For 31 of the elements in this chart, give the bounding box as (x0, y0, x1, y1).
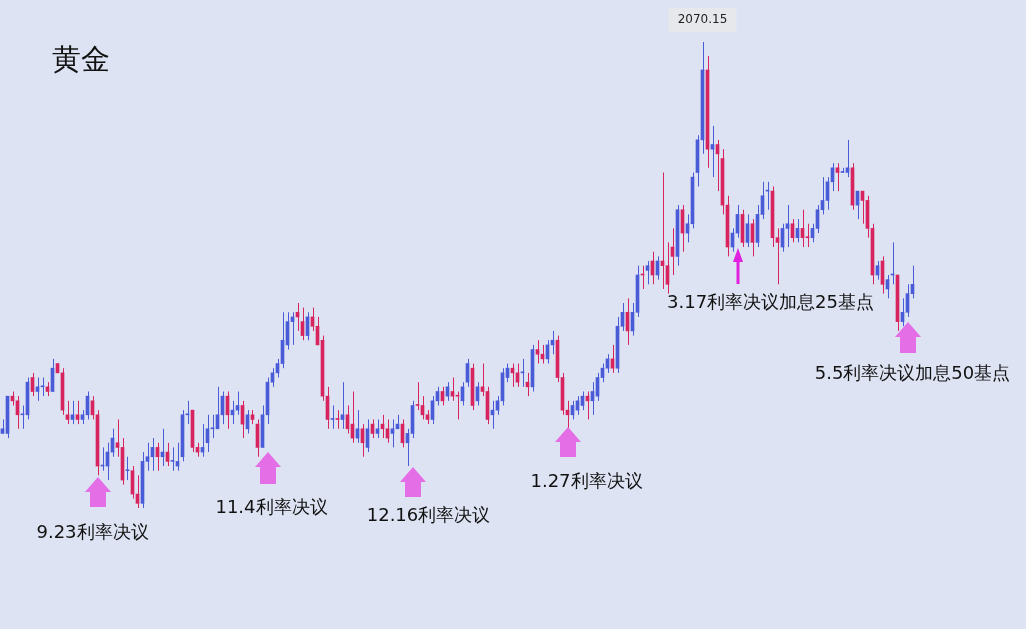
candlestick (145, 442, 150, 472)
candlestick (785, 204, 790, 248)
candlestick (805, 223, 810, 248)
candlestick (125, 456, 130, 481)
candlestick (535, 339, 540, 365)
candlestick (170, 446, 175, 472)
candlestick (710, 125, 715, 178)
candlestick (335, 409, 340, 430)
candlestick (340, 381, 345, 430)
annotation: 1.27利率决议 (530, 469, 643, 493)
candlestick (390, 418, 395, 448)
candlestick (115, 418, 120, 458)
candlestick (835, 162, 840, 192)
candlestick (645, 260, 650, 285)
annotation: 12.16利率决议 (366, 503, 491, 527)
annotation: 5.5利率决议加息50基点 (814, 361, 1011, 385)
candlestick (20, 404, 25, 430)
chart-title: 黄金 (52, 41, 110, 78)
annotation: 11.4利率决议 (215, 495, 328, 519)
candlestick (185, 400, 190, 425)
text: 9.23利率决议 (36, 520, 149, 544)
candlestick (775, 227, 780, 285)
candlestick (210, 414, 215, 439)
candlestick (75, 400, 80, 425)
candlestick (70, 400, 75, 425)
candlestick (415, 381, 420, 411)
candlestick (65, 400, 70, 425)
candlestick (330, 404, 335, 430)
candlestick (375, 418, 380, 439)
annotation: 2070.15 (677, 12, 728, 27)
annotation: 3.17利率决议加息25基点 (667, 290, 874, 314)
